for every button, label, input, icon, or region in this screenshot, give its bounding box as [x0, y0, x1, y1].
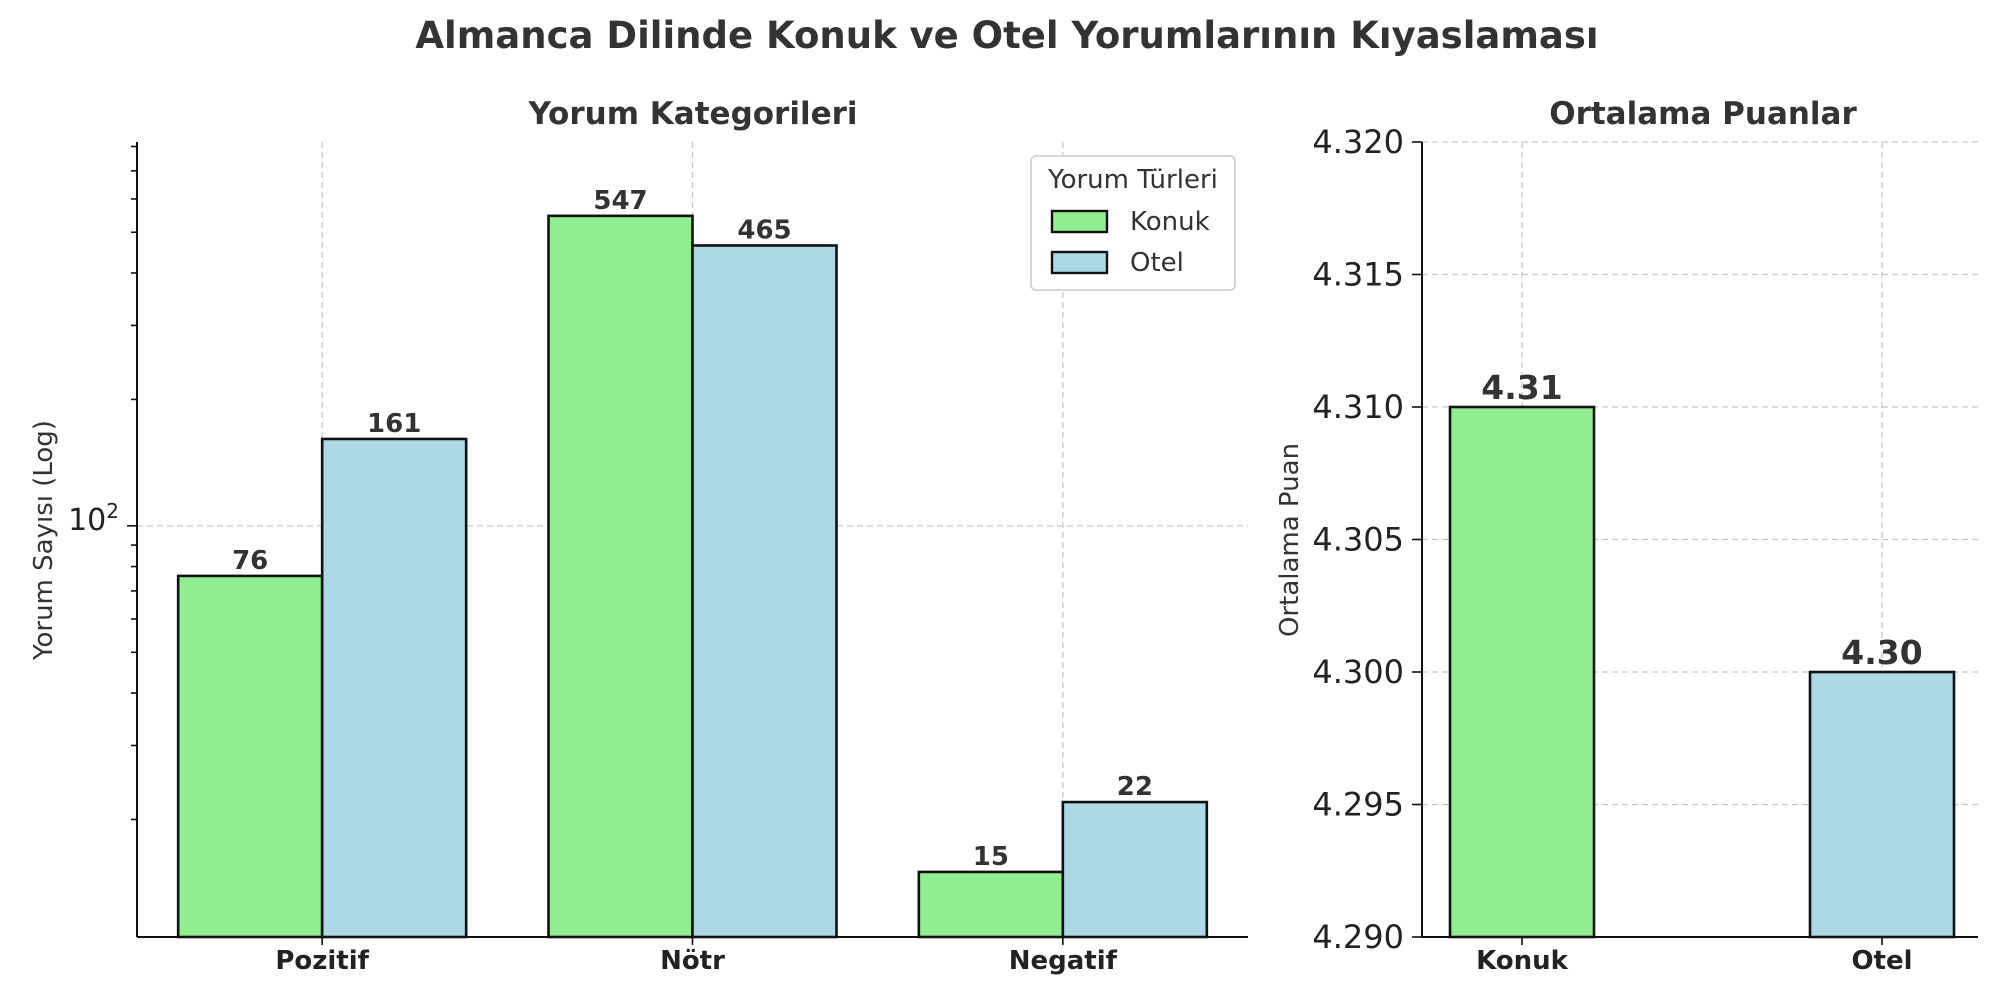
legend-title: Yorum Türleri	[1047, 165, 1218, 195]
left-y-tick-label: 102	[68, 499, 119, 538]
right-panel: Ortalama Puanlar 4.31 4.30 4.290 4.295 4.30…	[1275, 96, 1978, 976]
bar-konuk-notr	[547, 214, 694, 939]
right-data-labels: 4.31 4.30	[1481, 368, 1922, 672]
right-bars	[1448, 405, 1956, 939]
data-label-konuk-notr: 547	[593, 186, 647, 216]
data-label-konuk: 4.31	[1481, 368, 1562, 407]
data-label-konuk-pozitif: 76	[232, 546, 268, 576]
bar-otel-pozitif	[320, 437, 468, 939]
y-tick-label: 4.290	[1312, 918, 1404, 956]
bar-otel	[1808, 670, 1956, 939]
y-tick-label: 4.300	[1312, 653, 1404, 691]
bar-otel-negatif	[1061, 800, 1209, 939]
data-label-otel-negatif: 22	[1117, 772, 1153, 802]
x-tick-label-otel: Otel	[1851, 946, 1912, 976]
legend-label-konuk: Konuk	[1130, 207, 1210, 237]
bar-konuk	[1448, 405, 1596, 939]
left-panel: Yorum Kategorileri 76 547 15 161 465 22 Pozit…	[29, 96, 1248, 976]
right-axes	[1412, 141, 1978, 945]
bar-konuk-pozitif	[176, 574, 324, 939]
figure-title: Almanca Dilinde Konuk ve Otel Yorumların…	[415, 14, 1598, 57]
y-tick-label: 4.305	[1312, 521, 1404, 559]
right-y-axis-label: Ortalama Puan	[1275, 443, 1305, 637]
left-x-tick-labels: Pozitif Nötr Negatif	[275, 946, 1117, 976]
left-y-axis-label: Yorum Sayısı (Log)	[29, 420, 59, 661]
y-tick-label: 4.320	[1312, 123, 1404, 161]
data-label-otel-notr: 465	[737, 215, 791, 245]
y-tick-label: 4.315	[1312, 256, 1404, 294]
right-chart-title: Ortalama Puanlar	[1549, 96, 1857, 132]
left-bars	[176, 214, 1209, 939]
x-tick-label-konuk: Konuk	[1476, 946, 1569, 976]
y-tick-label: 4.310	[1312, 388, 1404, 426]
x-tick-label-pozitif: Pozitif	[275, 946, 369, 976]
legend: Yorum Türleri Konuk Otel	[1030, 155, 1236, 291]
data-label-otel: 4.30	[1841, 633, 1922, 672]
x-tick-label-negatif: Negatif	[1009, 946, 1118, 976]
left-axes	[127, 142, 1248, 945]
legend-swatch-otel	[1050, 250, 1109, 275]
right-x-tick-labels: Konuk Otel	[1476, 946, 1912, 976]
data-label-otel-pozitif: 161	[367, 409, 421, 439]
left-data-labels: 76 547 15 161 465 22	[232, 186, 1153, 872]
legend-swatch-konuk	[1050, 209, 1109, 234]
data-label-konuk-negatif: 15	[973, 842, 1009, 872]
right-y-tick-labels: 4.290 4.295 4.300 4.305 4.310 4.315 4.320	[1312, 123, 1404, 956]
left-chart-title: Yorum Kategorileri	[527, 96, 857, 132]
legend-label-otel: Otel	[1130, 248, 1184, 278]
y-tick-label: 4.295	[1312, 786, 1404, 824]
bar-konuk-negatif	[917, 870, 1065, 939]
x-tick-label-notr: Nötr	[660, 946, 725, 976]
bar-otel-notr	[691, 244, 838, 939]
